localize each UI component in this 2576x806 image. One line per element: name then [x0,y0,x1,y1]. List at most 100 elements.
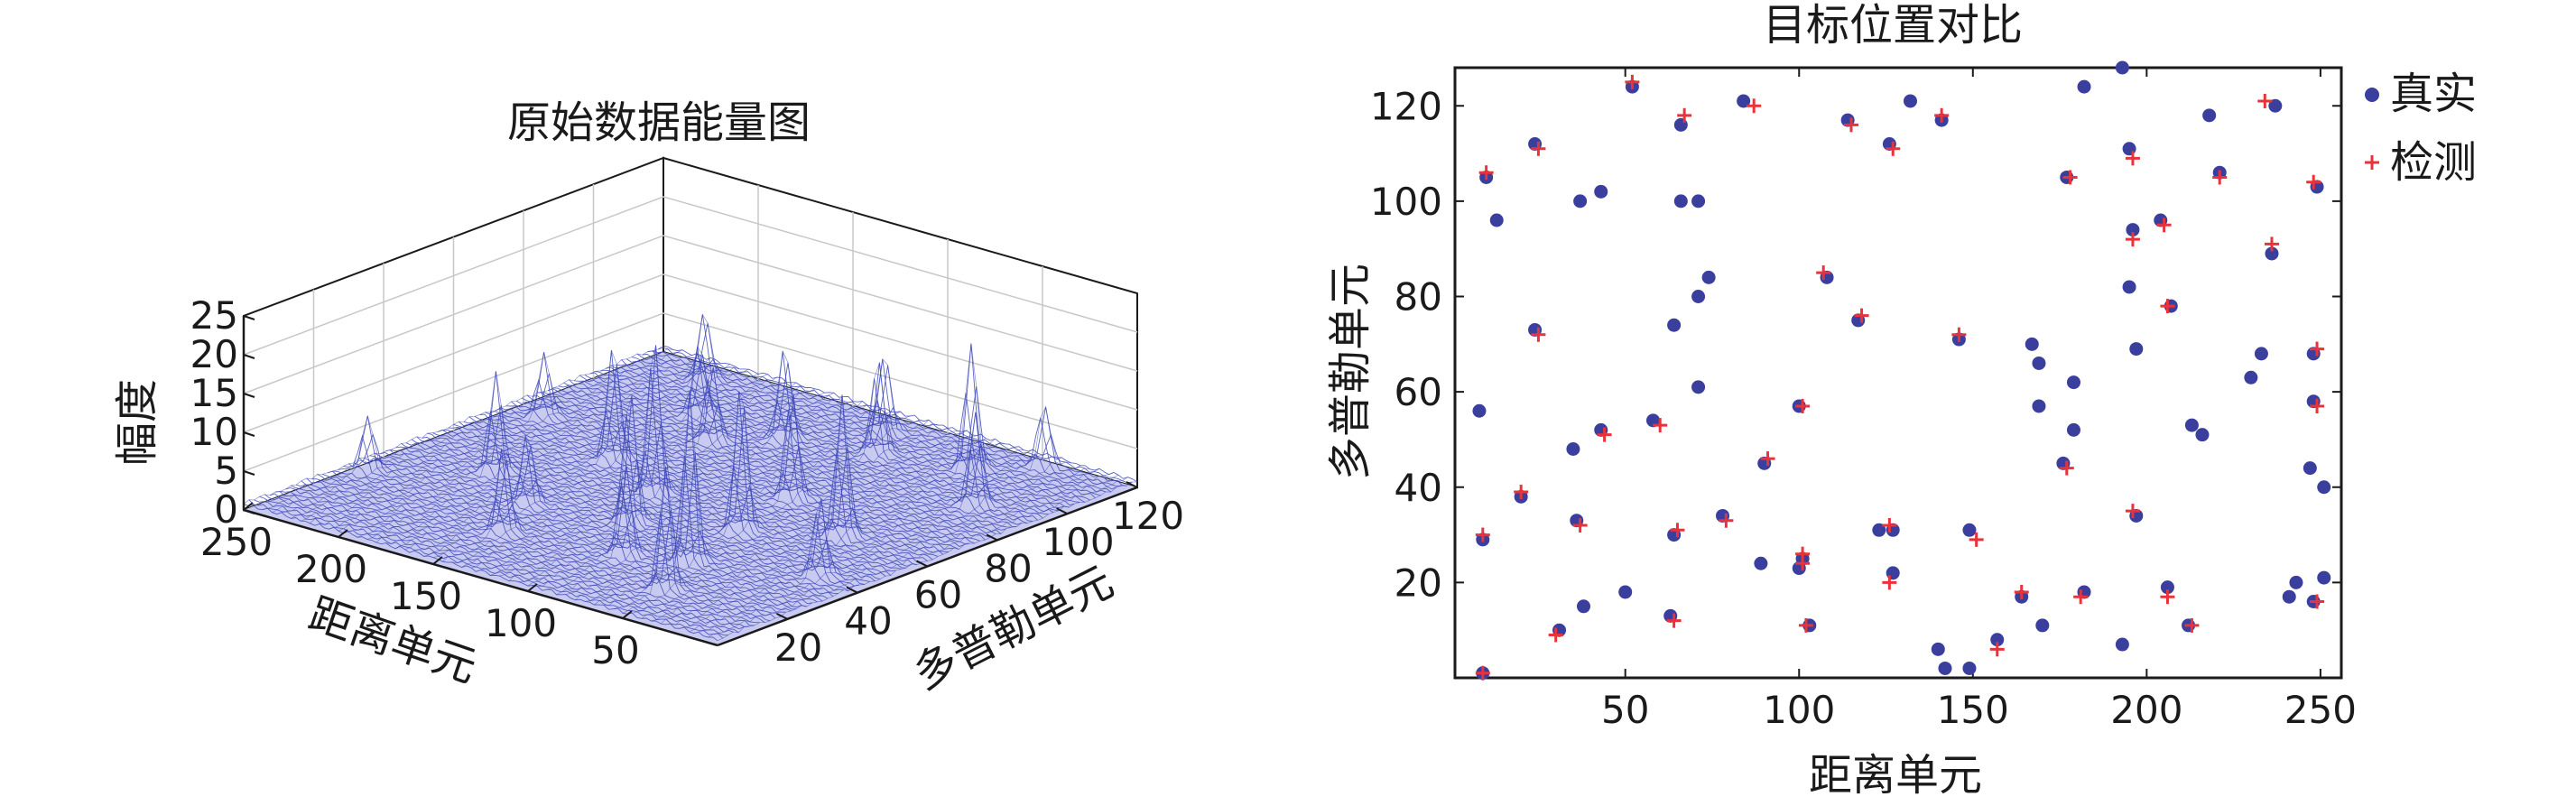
legend-true-marker [2365,88,2379,102]
surface-xtick-mark [432,556,443,565]
surface-mesh-line [565,391,987,595]
scatter-ylabel: 多普勒单元 [1325,264,1376,480]
detect-point [1666,613,1682,628]
detect-point [1951,327,1967,342]
true-point [1576,599,1590,614]
detect-point [1625,74,1640,89]
surface-mesh-line [689,474,1109,633]
surface-mesh-line [717,481,1138,642]
true-point [2317,570,2331,585]
true-point [1872,523,1886,537]
surface-ytick-label: 80 [984,546,1032,590]
true-point [1737,94,1751,108]
surface-ztick-mark [243,509,255,514]
detect-point [1882,575,1897,590]
scatter-points [1472,60,2331,681]
legend-true-label: 真实 [2390,69,2477,119]
surface-mesh-line [442,401,863,562]
surface-mesh-line [660,412,1081,625]
surface-xtick-label: 100 [485,601,557,645]
surface-mesh-line [470,411,892,569]
surface-mesh-line [518,423,939,582]
detect-point [2310,398,2325,413]
surface-ztick-mark [243,354,255,359]
scatter-ticks: 50 100 150 200 250 20 40 60 80 100 120 [1370,68,2357,732]
surface-mesh-line [243,345,664,505]
true-point [1931,642,1945,656]
detect-point [2310,341,2325,357]
surface-ztick-label: 25 [190,293,238,338]
detect-point [1795,398,1811,413]
scatter-ytick-label: 80 [1395,275,1442,320]
surface-mesh-line [679,468,1100,629]
detect-point [1989,642,2005,657]
surface-mesh-line [281,352,702,514]
detect-point [1478,165,1494,181]
detect-point [2125,151,2140,166]
surface-mesh-line [622,454,1043,614]
detect-point [1548,627,1563,643]
true-point [1990,633,2005,647]
true-point [2035,618,2050,633]
surface-ytick-mark [986,533,998,542]
surface-mesh-line [329,368,749,530]
detect-point [1816,265,1831,281]
true-point [2268,98,2283,113]
scatter-xlabel: 距离单元 [1809,750,1982,801]
surface-ytick-mark [1126,481,1138,488]
true-point [2195,428,2210,442]
true-point [2202,108,2217,123]
detect-point [1798,617,1813,633]
surface-zlabel: 幅度 [112,379,162,466]
true-point [1618,585,1633,599]
surface-mesh-line [546,394,968,590]
true-point [1691,194,1706,208]
detect-point [1934,107,1950,123]
surface-ztick-label: 0 [214,487,238,532]
surface-xtick-label: 200 [295,547,367,591]
surface-ytick-label: 100 [1042,520,1114,564]
legend-detect-label: 检测 [2390,137,2477,188]
detect-point [1475,527,1490,542]
scatter-title: 目标位置对比 [1763,0,2023,51]
detect-point [1969,532,1984,547]
surface-ztick-mark [243,470,255,476]
true-point [2126,223,2140,237]
true-point [1573,194,1588,208]
true-point [2122,280,2136,294]
surface-ytick-mark [1056,507,1068,515]
surface-mesh-line [413,366,835,551]
surface-ztick-mark [243,393,255,398]
scatter-legend: 真实 检测 [2365,69,2477,188]
detect-point [1670,523,1685,538]
surface-ytick-label: 60 [914,573,962,617]
surface-ztick-mark [243,431,255,437]
detect-point [1882,518,1897,533]
surface-x-axis [243,508,718,647]
true-point [1701,270,1716,284]
scatter-ytick-label: 60 [1395,370,1442,414]
detect-point [2184,617,2200,633]
true-point [1667,318,1682,332]
true-point [2066,375,2080,390]
surface-mesh-line [253,348,673,506]
true-point [2282,589,2296,604]
detect-point [2073,589,2089,605]
surface-mesh-line [262,349,683,510]
surface-mesh-line [603,343,1024,607]
detect-point [2257,93,2273,108]
surface-mesh-line [527,362,949,587]
detect-point [1653,418,1668,433]
surface-ztick-label: 10 [190,410,238,454]
surface-mesh-line [632,394,1052,614]
surface-ztick-mark [243,315,255,320]
surface-mesh-line [480,411,901,570]
true-point [2032,399,2046,413]
surface-xtick-mark [243,502,254,511]
surface-mesh-line [357,376,778,538]
true-point [2129,342,2144,357]
surface-xtick-mark [338,529,348,538]
surface-mesh-line [310,364,730,524]
surface-ztick-label: 5 [214,449,238,493]
